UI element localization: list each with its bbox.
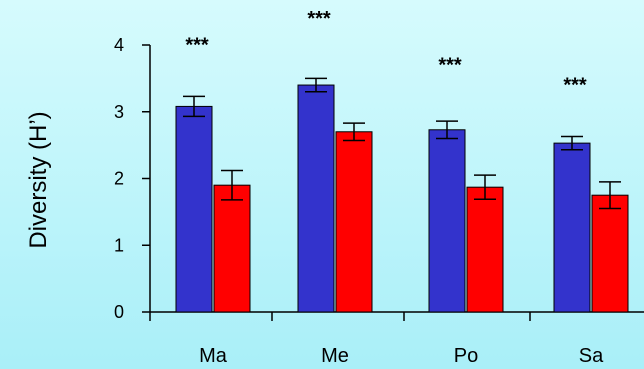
bar-ma-s1 bbox=[175, 105, 213, 313]
x-tick-label-me: Me bbox=[321, 345, 349, 367]
significance-label: *** bbox=[307, 8, 331, 30]
labels: Ma *** Me *** Po *** Sa *** bbox=[185, 8, 604, 367]
significance-label: *** bbox=[438, 55, 462, 77]
x-tick-label-po: Po bbox=[454, 345, 478, 367]
y-tick-label: 0 bbox=[114, 302, 124, 322]
significance-label: *** bbox=[563, 75, 587, 97]
y-tick-label: 1 bbox=[114, 235, 124, 255]
bars bbox=[175, 77, 629, 313]
y-axis-title: Diversity (H’) bbox=[25, 111, 52, 248]
x-tick-label-ma: Ma bbox=[199, 345, 228, 367]
bar-ma-s2 bbox=[213, 184, 251, 313]
y-tick-label: 4 bbox=[114, 35, 124, 55]
bar-sa-s2 bbox=[591, 194, 629, 313]
significance-label: *** bbox=[185, 35, 209, 57]
bar-po-s2 bbox=[466, 186, 504, 313]
bar-po-s1 bbox=[428, 129, 466, 313]
x-tick-label-sa: Sa bbox=[579, 345, 604, 367]
y-tick-label: 2 bbox=[114, 169, 124, 189]
y-tick-label: 3 bbox=[114, 102, 124, 122]
bar-sa-s1 bbox=[553, 142, 591, 313]
bar-me-s2 bbox=[335, 131, 373, 313]
bar-me-s1 bbox=[297, 84, 335, 313]
